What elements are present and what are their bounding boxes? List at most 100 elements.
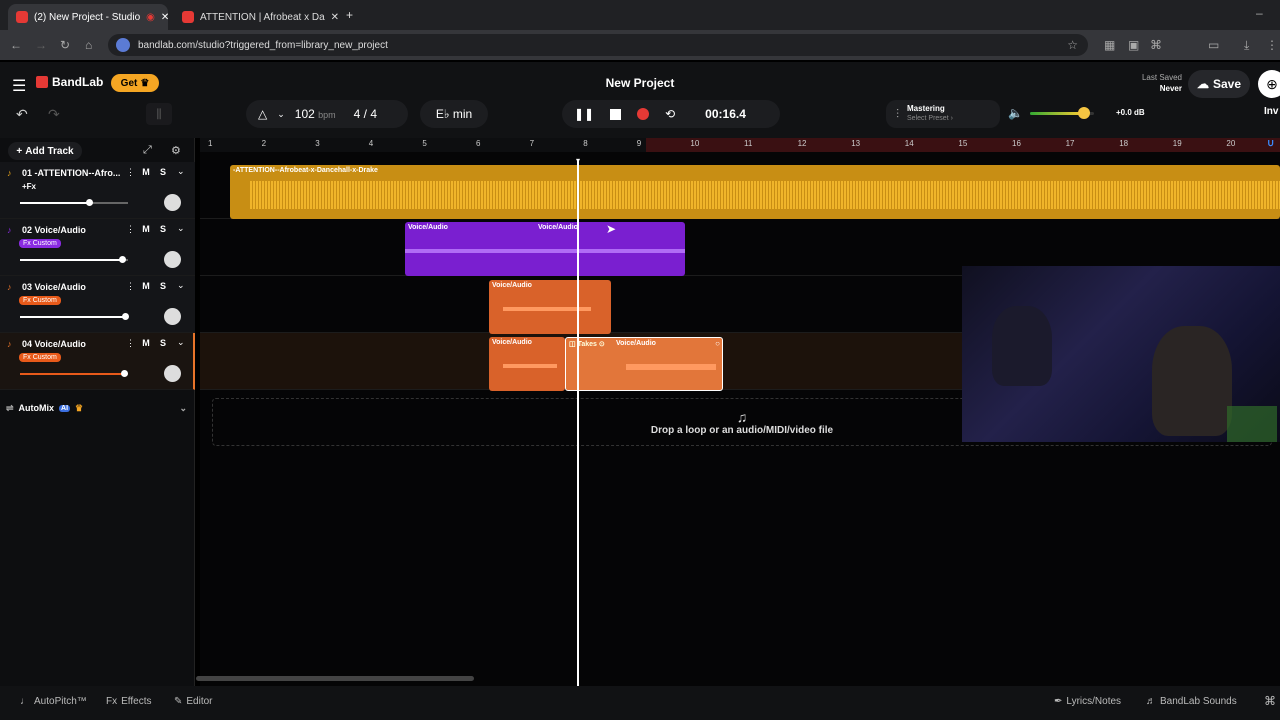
track-header-3[interactable]: ♪ 03 Voice/Audio Fx Custom ⋮ M S ⌄: [0, 276, 195, 333]
time-signature-field[interactable]: 4 / 4: [353, 107, 378, 121]
address-bar[interactable]: bandlab.com/studio?triggered_from=librar…: [108, 34, 1088, 56]
fx-add-button[interactable]: +Fx: [22, 182, 37, 191]
bandlab-sounds-button[interactable]: ♬ BandLab Sounds: [1146, 696, 1237, 707]
extension-icon[interactable]: ▦: [1104, 38, 1116, 52]
speaker-icon[interactable]: 🔈: [1008, 106, 1023, 120]
metronome-icon[interactable]: △: [258, 107, 268, 121]
volume-handle[interactable]: [120, 370, 128, 377]
tab-new-project[interactable]: (2) New Project - Studio ◉ ✕: [8, 4, 168, 30]
close-tab-icon[interactable]: ✕: [330, 11, 338, 23]
undo-icon[interactable]: ↶: [16, 106, 28, 122]
translate-icon[interactable]: ⌘: [1150, 38, 1162, 52]
takes-badge[interactable]: ◫ Takes ⊙: [569, 341, 605, 348]
volume-handle[interactable]: [118, 256, 126, 263]
back-icon[interactable]: ←: [10, 38, 22, 52]
tab-attention[interactable]: ATTENTION | Afrobeat x Da ✕: [174, 4, 338, 30]
master-volume-slider[interactable]: [1030, 107, 1094, 119]
get-membership-button[interactable]: Get ♛: [111, 74, 159, 92]
save-button[interactable]: ☁ Save: [1188, 70, 1250, 98]
screenshot-icon[interactable]: ▣: [1128, 38, 1140, 52]
arrangement-view[interactable]: -ATTENTION--Afrobeat-x-Dancehall-x-Drake…: [196, 152, 1280, 686]
mastering-button[interactable]: ⫶ Mastering Select Preset ›: [886, 100, 1000, 128]
loop-region[interactable]: [646, 138, 1280, 152]
track-header-2[interactable]: ♪ 02 Voice/Audio Fx Custom ⋮ M S ⌄: [0, 219, 195, 276]
editor-button[interactable]: ✎ Editor: [174, 696, 213, 707]
mute-button[interactable]: M: [142, 167, 150, 177]
mute-button[interactable]: M: [142, 281, 150, 291]
track-menu-icon[interactable]: ⋮: [126, 224, 135, 234]
pan-knob[interactable]: [164, 365, 181, 382]
track-menu-icon[interactable]: ⋮: [126, 281, 135, 291]
home-icon[interactable]: ⌂: [85, 38, 93, 52]
lane-3[interactable]: [200, 276, 1280, 333]
sidebar-icon[interactable]: ▭: [1208, 38, 1220, 52]
new-tab-icon[interactable]: +: [346, 8, 354, 22]
download-icon[interactable]: ⤓: [1244, 38, 1250, 52]
solo-button[interactable]: S: [159, 167, 166, 177]
playhead[interactable]: [577, 160, 579, 686]
key-field[interactable]: E♭ min: [420, 100, 488, 128]
loop-icon[interactable]: ⟲: [665, 107, 676, 121]
pan-knob[interactable]: [164, 251, 181, 268]
lane-2[interactable]: [200, 219, 1280, 276]
bandlab-logo[interactable]: BandLab: [36, 75, 103, 89]
record-icon[interactable]: [637, 108, 650, 120]
effects-button[interactable]: Fx Effects: [106, 696, 152, 707]
mute-button[interactable]: M: [142, 224, 150, 234]
region-voice-4-takes[interactable]: ◫ Takes ⊙ Voice/Audio ○: [565, 337, 723, 391]
volume-handle[interactable]: [121, 313, 129, 320]
region-voice-4a[interactable]: Voice/Audio: [489, 337, 565, 391]
fx-preset-badge[interactable]: Fx Custom: [19, 239, 61, 248]
chevron-down-icon[interactable]: ⌄: [177, 166, 185, 176]
bookmark-star-icon[interactable]: ☆: [1067, 38, 1078, 52]
automix-row[interactable]: ⇌ AutoMix AI ♛ ⌄: [6, 402, 187, 414]
minimize-icon[interactable]: –: [1256, 6, 1263, 20]
volume-handle[interactable]: [86, 199, 94, 206]
track-menu-icon[interactable]: ⋮: [126, 167, 135, 177]
track-volume-slider[interactable]: [20, 199, 128, 206]
lyrics-notes-button[interactable]: ✒ Lyrics/Notes: [1054, 696, 1122, 707]
chevron-down-icon[interactable]: ⌄: [177, 280, 185, 290]
hamburger-menu-icon[interactable]: ☰: [12, 78, 27, 95]
region-voice-2[interactable]: Voice/Audio Voice/Audio: [405, 222, 685, 276]
master-volume-knob[interactable]: [1078, 107, 1091, 119]
chevron-down-icon[interactable]: ⌄: [177, 223, 185, 233]
mixer-icon[interactable]: ⫼: [146, 103, 172, 125]
pan-knob[interactable]: [164, 308, 181, 325]
pause-icon[interactable]: ❚❚: [574, 107, 595, 121]
chevron-down-icon[interactable]: ⌄: [179, 402, 187, 413]
wand-icon[interactable]: ⤢: [143, 144, 152, 156]
pan-knob[interactable]: [164, 194, 181, 211]
close-tab-icon[interactable]: ✕: [160, 11, 168, 23]
autopitch-button[interactable]: ♩ AutoPitch™: [20, 696, 87, 707]
fx-preset-badge[interactable]: Fx Custom: [19, 353, 61, 362]
track-settings-icon[interactable]: ⚙: [171, 145, 181, 157]
track-volume-slider[interactable]: [20, 313, 129, 320]
site-info-icon[interactable]: [116, 38, 130, 52]
forward-icon[interactable]: →: [35, 38, 47, 52]
stop-icon[interactable]: [610, 108, 622, 120]
reload-icon[interactable]: ↻: [60, 38, 71, 52]
invite-button[interactable]: Inv: [1264, 106, 1279, 117]
fx-preset-badge[interactable]: Fx Custom: [19, 296, 61, 305]
horizontal-scrollbar[interactable]: [196, 676, 474, 681]
globe-icon[interactable]: ⊕: [1258, 70, 1280, 98]
loop-handle-icon[interactable]: ○: [715, 339, 720, 348]
track-volume-slider[interactable]: [20, 370, 128, 377]
track-header-4[interactable]: ♪ 04 Voice/Audio Fx Custom ⋮ M S ⌄: [0, 333, 195, 390]
solo-button[interactable]: S: [159, 338, 166, 348]
solo-button[interactable]: S: [159, 224, 166, 234]
region-attention-beat[interactable]: -ATTENTION--Afrobeat-x-Dancehall-x-Drake: [230, 165, 1280, 219]
region-voice-3[interactable]: Voice/Audio: [489, 280, 611, 334]
bpm-field[interactable]: 102 bpm: [294, 107, 336, 121]
add-track-button[interactable]: + Add Track: [8, 142, 82, 160]
track-menu-icon[interactable]: ⋮: [126, 338, 135, 348]
playhead-handle-icon[interactable]: ▾: [575, 156, 580, 165]
shortcuts-icon[interactable]: ⌘: [1264, 694, 1276, 708]
solo-button[interactable]: S: [159, 281, 166, 291]
chevron-down-icon[interactable]: ⌄: [177, 337, 185, 347]
track-volume-slider[interactable]: [20, 256, 128, 263]
redo-icon[interactable]: ↷: [48, 106, 60, 122]
mute-button[interactable]: M: [142, 338, 150, 348]
chevron-down-icon[interactable]: ⌄: [277, 108, 285, 119]
